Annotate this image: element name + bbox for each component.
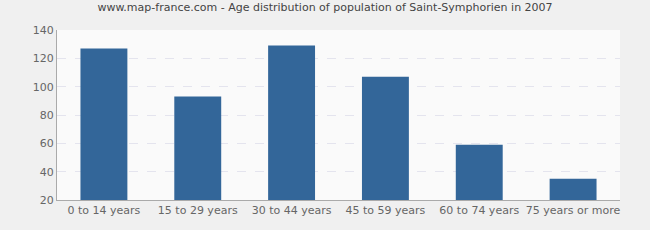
svg-text:30 to 44 years: 30 to 44 years	[252, 204, 332, 217]
svg-text:75 years or more: 75 years or more	[526, 204, 621, 217]
svg-text:45 to 59 years: 45 to 59 years	[346, 204, 426, 217]
svg-text:120: 120	[33, 52, 54, 65]
svg-text:60: 60	[40, 137, 54, 150]
svg-text:www.map-france.com - Age distr: www.map-france.com - Age distribution of…	[97, 1, 552, 14]
svg-text:0 to 14 years: 0 to 14 years	[68, 204, 141, 217]
svg-text:80: 80	[40, 109, 54, 122]
svg-text:60 to 74 years: 60 to 74 years	[439, 204, 519, 217]
svg-text:40: 40	[40, 166, 54, 179]
svg-text:100: 100	[33, 81, 54, 94]
svg-text:15 to 29 years: 15 to 29 years	[158, 204, 238, 217]
svg-text:20: 20	[40, 194, 54, 207]
svg-text:140: 140	[33, 24, 54, 37]
